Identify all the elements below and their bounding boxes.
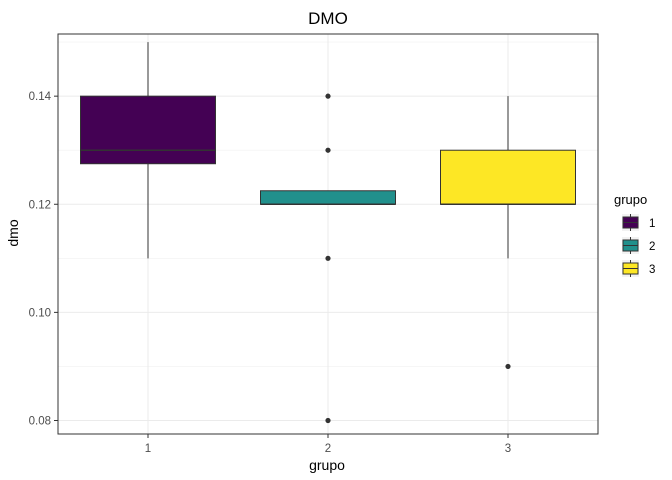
boxes [80, 42, 576, 424]
y-tick-label: 0.12 [29, 199, 51, 211]
legend-item-3: 3 [622, 260, 655, 277]
y-axis-label: dmo [5, 219, 21, 246]
legend-label: 2 [649, 241, 655, 253]
outlier-point [325, 417, 331, 424]
box-group-2 [260, 93, 396, 424]
y-tick-label: 0.10 [29, 307, 51, 319]
y-tick-label: 0.14 [29, 91, 52, 103]
box-group-1 [80, 42, 216, 259]
legend-label: 1 [649, 218, 655, 230]
outlier-point [325, 93, 331, 99]
axes: 0.08 0.10 0.12 0.14 1 2 3 [29, 91, 512, 455]
x-tick-label: 2 [325, 443, 331, 455]
box [440, 149, 576, 205]
box [80, 95, 216, 165]
box-group-3 [440, 96, 576, 370]
x-axis-label: grupo [309, 457, 345, 473]
legend: grupo 1 2 3 [614, 192, 655, 277]
legend-label: 3 [649, 264, 655, 276]
x-tick-label: 3 [505, 443, 511, 455]
outlier-point [505, 363, 511, 370]
y-tick-label: 0.08 [29, 415, 51, 427]
x-tick-label: 1 [145, 443, 151, 455]
outlier-point [325, 255, 331, 261]
chart-title: DMO [308, 9, 348, 28]
box [260, 190, 396, 205]
legend-item-2: 2 [622, 237, 655, 254]
legend-item-1: 1 [622, 214, 655, 231]
outlier-point [325, 147, 331, 153]
legend-title: grupo [614, 192, 647, 207]
